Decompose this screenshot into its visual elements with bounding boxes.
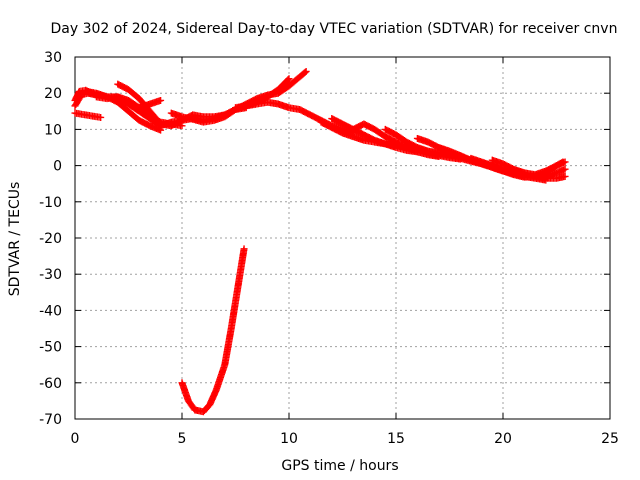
series-arc-outlier <box>178 245 248 416</box>
data-point <box>561 165 569 173</box>
data-point <box>561 172 569 180</box>
y-tick-label: -70 <box>39 412 62 428</box>
x-tick-label: 10 <box>280 431 298 447</box>
series-arc-early-g <box>125 96 165 112</box>
series-arc-early-a <box>71 109 105 121</box>
data-series <box>71 67 569 416</box>
data-point <box>302 67 310 75</box>
y-tick-label: -60 <box>39 376 62 392</box>
grid <box>75 57 610 419</box>
series-arc-late-i <box>510 158 569 179</box>
data-point <box>284 76 292 84</box>
y-axis: -70 -60 -50 -40 -30 -20 -10 0 10 20 30 <box>39 50 610 428</box>
x-tick-label: 15 <box>387 431 405 447</box>
data-point <box>240 245 248 253</box>
data-point <box>97 113 105 121</box>
x-tick-label: 5 <box>178 431 187 447</box>
x-tick-label: 25 <box>601 431 619 447</box>
x-axis: 0 5 10 15 20 25 <box>71 57 619 447</box>
y-axis-label: SDTVAR / TECUs <box>7 182 23 297</box>
y-tick-label: -50 <box>39 340 62 356</box>
x-axis-label: GPS time / hours <box>281 458 398 474</box>
data-point <box>561 158 569 166</box>
data-point <box>301 68 309 76</box>
x-tick-label: 20 <box>494 431 512 447</box>
chart-title: Day 302 of 2024, Sidereal Day-to-day VTE… <box>51 21 618 37</box>
y-tick-label: 30 <box>44 50 62 66</box>
y-tick-label: -20 <box>39 231 62 247</box>
x-tick-label: 0 <box>71 431 80 447</box>
series-arc-early-e <box>82 87 165 134</box>
data-point <box>285 75 293 83</box>
series-arc-late-c <box>328 115 464 163</box>
data-point <box>157 96 165 104</box>
y-tick-label: -30 <box>39 267 62 283</box>
y-tick-label: 10 <box>44 122 62 138</box>
y-tick-label: 0 <box>53 159 62 175</box>
y-tick-label: -40 <box>39 303 62 319</box>
y-tick-label: 20 <box>44 86 62 102</box>
y-tick-label: -10 <box>39 195 62 211</box>
series-arc-mid-b <box>167 67 310 126</box>
